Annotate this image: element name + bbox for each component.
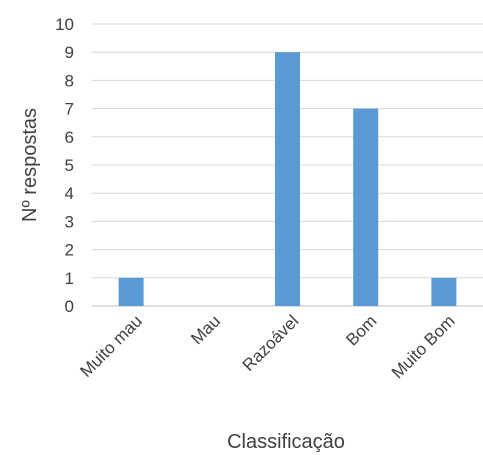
x-axis-ticks: Muito mau Mau Razoável Bom Muito Bom <box>76 311 458 382</box>
y-tick-label: 8 <box>65 71 74 90</box>
y-tick-label: 5 <box>65 156 74 175</box>
x-tick-label: Bom <box>342 311 380 349</box>
y-tick-label: 7 <box>65 100 74 119</box>
y-tick-label: 0 <box>65 297 74 316</box>
y-tick-label: 6 <box>65 128 74 147</box>
x-tick-label: Muito mau <box>76 311 146 381</box>
y-tick-label: 4 <box>65 184 74 203</box>
x-axis-title: Classificação <box>227 431 345 453</box>
x-tick-label: Razoável <box>239 311 303 375</box>
y-tick-label: 2 <box>65 241 74 260</box>
y-tick-label: 3 <box>65 212 74 231</box>
bar <box>275 52 300 307</box>
y-axis-ticks: 0 1 2 3 4 5 6 7 8 9 10 <box>55 15 74 316</box>
y-axis-title: Nº respostas <box>19 108 41 222</box>
x-tick-label: Muito Bom <box>388 311 459 382</box>
y-tick-label: 9 <box>65 43 74 62</box>
bars <box>118 52 457 307</box>
bar <box>431 277 457 306</box>
y-tick-label: 10 <box>55 15 74 34</box>
bar <box>118 277 144 306</box>
y-tick-label: 1 <box>65 269 74 288</box>
x-tick-label: Mau <box>187 311 224 348</box>
bar <box>353 108 379 306</box>
